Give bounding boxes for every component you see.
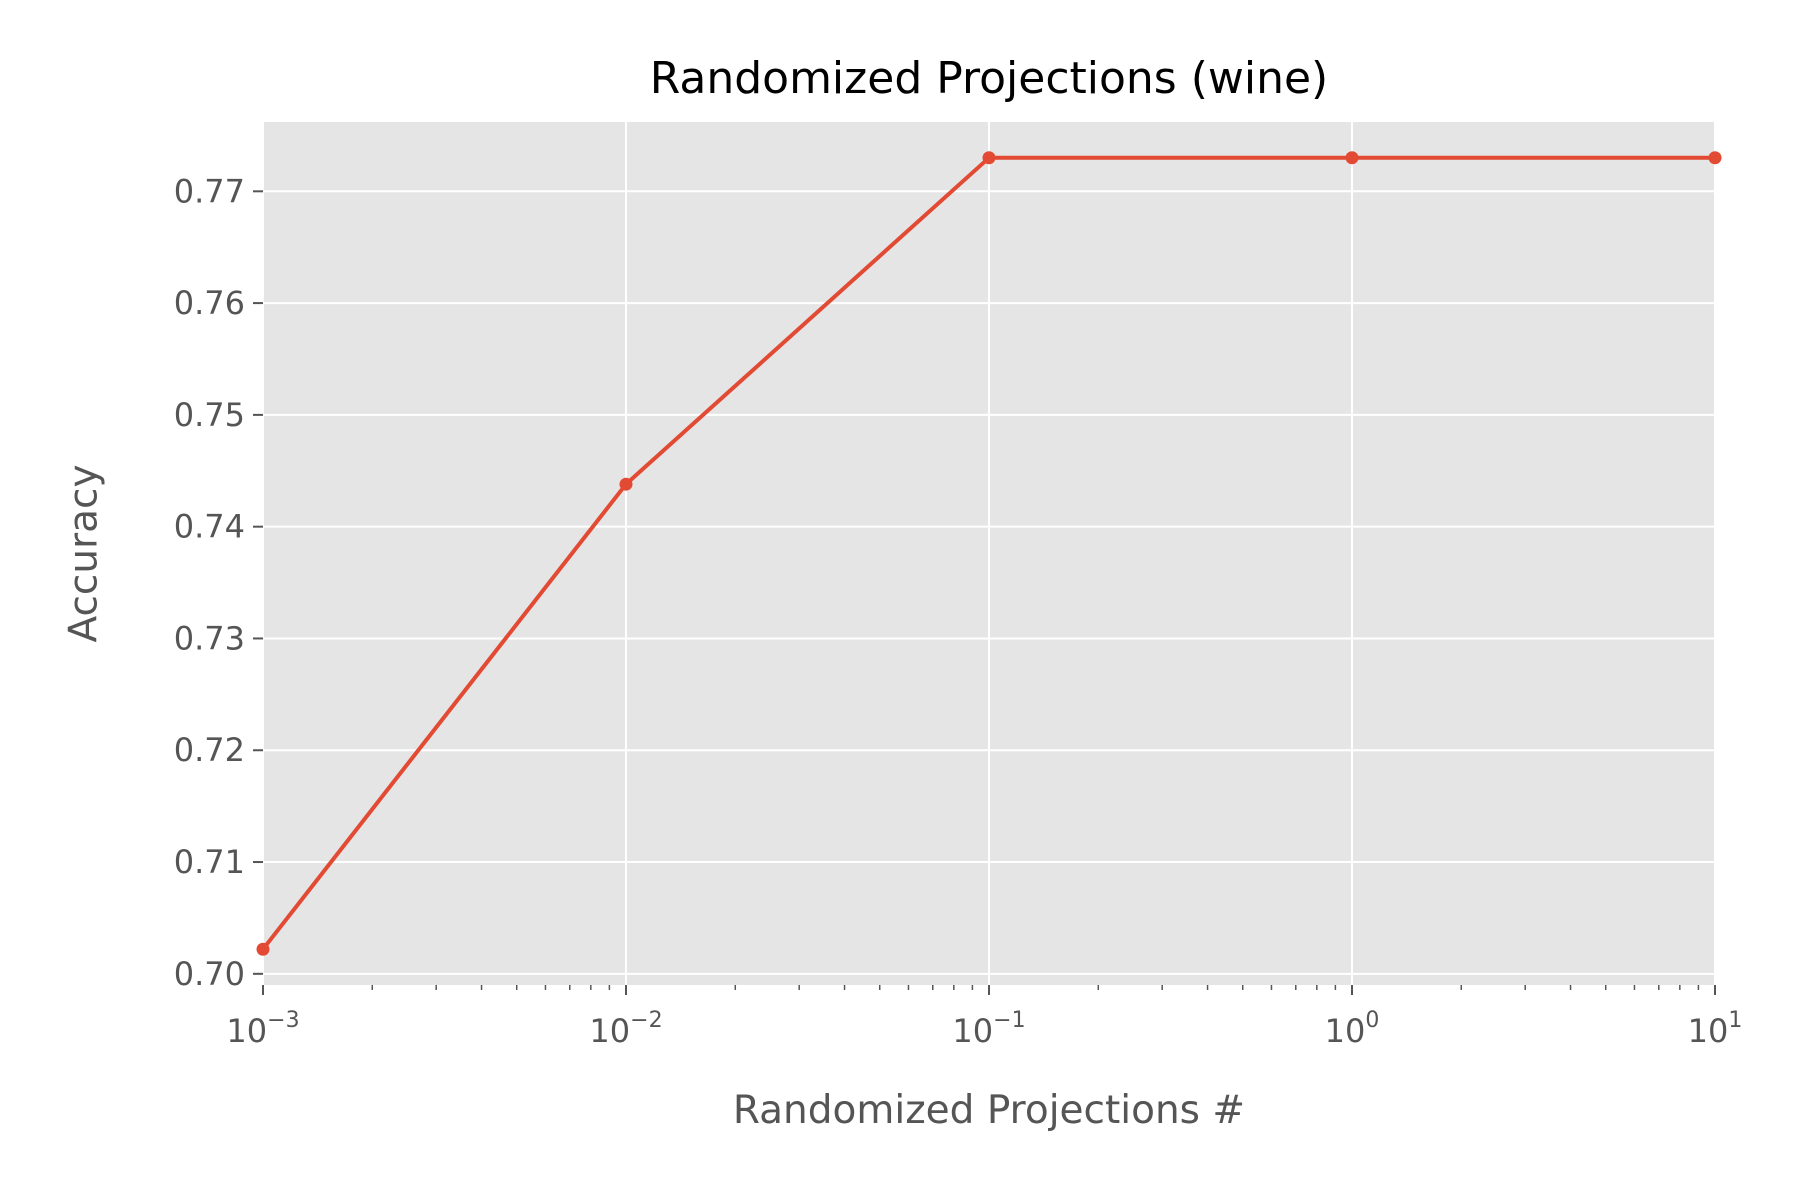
x-tick-label: 10−2 <box>589 1008 662 1050</box>
x-tick-label: 10−1 <box>952 1008 1025 1050</box>
x-tick-label: 101 <box>1688 1008 1743 1050</box>
x-tick-label: 100 <box>1325 1008 1380 1050</box>
x-tick-base: 10 <box>1325 1012 1366 1050</box>
data-series <box>256 151 1722 956</box>
y-tick-label: 0.71 <box>174 843 245 881</box>
x-tick-base: 10 <box>952 1012 993 1050</box>
x-tick-exponent: −1 <box>993 1008 1025 1033</box>
y-tick-label: 0.76 <box>174 284 245 322</box>
y-tick-label: 0.77 <box>174 172 245 210</box>
data-point <box>256 942 270 956</box>
x-tick-exponent: −2 <box>630 1008 662 1033</box>
y-axis-label: Accuracy <box>62 464 107 642</box>
x-tick-label: 10−3 <box>226 1008 299 1050</box>
x-tick-exponent: 1 <box>1728 1008 1742 1033</box>
y-tick-label: 0.75 <box>174 396 245 434</box>
x-tick-exponent: −3 <box>267 1008 299 1033</box>
x-tick-base: 10 <box>589 1012 630 1050</box>
y-tick-label: 0.70 <box>174 955 245 993</box>
data-point <box>619 477 633 491</box>
x-tick-base: 10 <box>1688 1012 1729 1050</box>
data-point <box>1345 151 1359 165</box>
y-tick-label: 0.74 <box>174 508 245 546</box>
data-point <box>982 151 996 165</box>
data-point <box>1708 151 1722 165</box>
grid <box>262 122 1716 985</box>
x-tick-base: 10 <box>226 1012 267 1050</box>
y-tick-label: 0.73 <box>174 619 245 657</box>
x-axis-label: Randomized Projections # <box>733 1088 1245 1133</box>
chart-title: Randomized Projections (wine) <box>650 53 1328 104</box>
y-tick-label: 0.72 <box>174 731 245 769</box>
x-tick-exponent: 0 <box>1365 1008 1379 1033</box>
